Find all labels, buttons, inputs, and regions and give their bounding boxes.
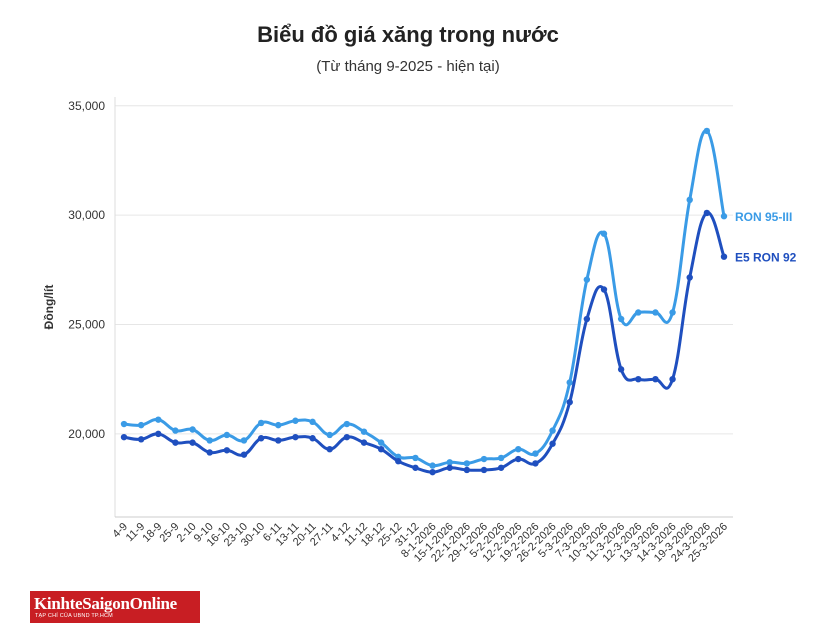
data-point: [343, 433, 351, 441]
data-point: [343, 420, 351, 428]
data-point: [360, 428, 368, 435]
data-point: [686, 196, 693, 204]
data-point: [497, 454, 505, 462]
data-point: [703, 209, 711, 217]
data-point: [395, 453, 402, 461]
y-tick-label: 30,000: [68, 208, 105, 222]
data-point: [463, 466, 471, 474]
data-point: [326, 445, 333, 453]
data-point: [172, 427, 179, 434]
data-point: [206, 437, 213, 444]
y-tick-label: 25,000: [68, 318, 105, 332]
logo-tagline: TẠP CHÍ CỦA UBND TP.HCM: [35, 613, 113, 619]
y-axis-label: Đồng/lít: [42, 285, 56, 330]
data-point: [515, 455, 522, 463]
series-label: E5 RON 92: [735, 251, 797, 265]
data-point: [532, 460, 539, 467]
data-point: [429, 468, 436, 476]
data-point: [652, 375, 659, 383]
data-point: [515, 445, 522, 453]
data-point: [720, 253, 728, 260]
data-point: [309, 418, 316, 426]
data-point: [223, 447, 231, 454]
data-point: [549, 440, 556, 447]
data-point: [617, 366, 625, 373]
data-point: [377, 439, 385, 446]
chart-title: Biểu đồ giá xăng trong nước: [257, 22, 559, 47]
data-point: [292, 433, 299, 441]
data-point: [532, 450, 539, 457]
data-point: [257, 419, 265, 427]
data-point: [275, 421, 282, 429]
data-point: [635, 375, 642, 383]
data-point: [686, 274, 693, 281]
data-point: [412, 454, 419, 462]
data-point: [309, 435, 316, 442]
data-point: [669, 375, 676, 383]
data-point: [412, 464, 419, 471]
data-point: [600, 230, 608, 237]
kinhtesaigon-logo: KinhteSaigonOnline TẠP CHÍ CỦA UBND TP.H…: [30, 591, 200, 623]
data-point: [155, 416, 162, 423]
data-point: [497, 464, 505, 471]
data-point: [360, 439, 368, 446]
data-point: [395, 458, 402, 465]
data-point: [480, 466, 488, 474]
data-point: [720, 213, 728, 220]
data-point: [446, 464, 453, 471]
data-point: [446, 459, 453, 466]
data-point: [155, 430, 162, 438]
data-point: [583, 315, 591, 323]
data-point: [652, 309, 659, 316]
data-point: [549, 427, 556, 434]
chart-subtitle: (Từ tháng 9-2025 - hiện tại): [316, 58, 500, 75]
data-point: [189, 439, 196, 446]
data-point: [463, 460, 471, 467]
logo-text: KinhteSaigonOnline: [34, 594, 177, 613]
data-point: [189, 426, 196, 433]
y-tick-label: 20,000: [68, 427, 105, 441]
data-point: [275, 437, 282, 444]
series-line: [123, 211, 726, 474]
data-point: [480, 455, 488, 463]
data-point: [137, 421, 145, 429]
data-point: [669, 309, 676, 316]
series-label: RON 95-III: [735, 210, 792, 224]
data-point: [617, 315, 625, 323]
data-point: [120, 420, 128, 428]
data-point: [240, 451, 248, 458]
data-point: [257, 435, 265, 442]
data-point: [566, 379, 573, 386]
data-point: [326, 431, 333, 439]
data-point: [206, 449, 213, 456]
data-point: [566, 398, 573, 406]
data-point: [429, 462, 436, 469]
data-point: [583, 276, 591, 283]
data-point: [292, 417, 299, 424]
data-point: [223, 431, 231, 439]
data-point: [137, 436, 145, 443]
data-point: [635, 309, 642, 316]
data-point: [600, 286, 608, 293]
data-point: [703, 127, 711, 135]
y-tick-label: 35,000: [68, 99, 105, 113]
data-point: [240, 437, 248, 444]
data-point: [172, 439, 179, 446]
series-line: [123, 129, 726, 468]
data-point: [120, 433, 128, 441]
data-point: [377, 445, 385, 453]
